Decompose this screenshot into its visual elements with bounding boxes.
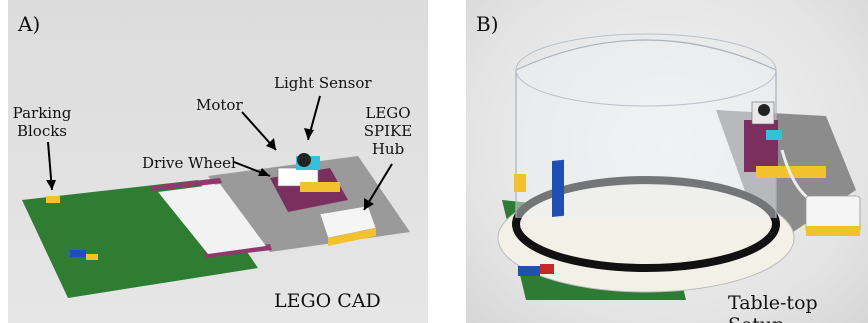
lego-cad-render	[22, 95, 410, 298]
parking-block-yellow-2	[86, 254, 98, 260]
parking-block-yellow	[46, 196, 60, 203]
hub-annotation-line2: SPIKE	[363, 122, 413, 140]
drive-wheel	[297, 153, 311, 167]
parking-block-blue	[70, 250, 86, 257]
motor-arrowhead	[266, 138, 276, 150]
hub-annotation-line3: Hub	[371, 140, 405, 158]
photo-red-brick	[540, 264, 554, 274]
blue-marker	[552, 159, 564, 217]
light-sensor-arrowhead	[304, 128, 314, 140]
motor-annotation: Motor	[196, 96, 243, 114]
black-ring-track	[512, 176, 780, 272]
light-sensor-annotation: Light Sensor	[274, 74, 372, 92]
panel-a-lego-cad: A) Parking Blocks Motor Light Sensor LEG…	[8, 0, 428, 323]
hub-annotation-line1: LEGO	[365, 104, 411, 122]
track-top	[150, 178, 222, 191]
photo-sensor	[766, 130, 782, 140]
panel-a-label: A)	[18, 12, 41, 36]
robot-yellow-frame	[300, 182, 340, 192]
track-gap	[158, 184, 266, 254]
panel-a-caption: LEGO CAD	[274, 290, 381, 312]
spike-hub-side	[328, 228, 376, 246]
drive-wheel-annotation: Drive Wheel	[142, 154, 236, 172]
photo-yellow-brick	[514, 174, 526, 192]
photo-wheel	[758, 104, 770, 116]
hub-annotation: LEGO SPIKE Hub	[360, 104, 416, 158]
photo-hub-base	[806, 226, 860, 236]
parking-blocks-annotation: Parking Blocks	[12, 104, 72, 140]
parking-arrowhead	[46, 180, 56, 190]
panel-b-tabletop-setup: B) Table-top Setup	[466, 0, 868, 323]
photo-robot-body	[744, 120, 778, 172]
drive-wheel-arrowhead	[258, 168, 270, 176]
cylinder-rim	[515, 33, 777, 107]
parking-annotation-line1: Parking	[12, 104, 72, 122]
panel-b-label: B)	[476, 12, 499, 36]
photo-blue-brick	[518, 266, 540, 276]
panel-b-caption: Table-top Setup	[728, 292, 818, 323]
hub-arrowhead	[364, 198, 374, 210]
acrylic-cylinder	[515, 39, 777, 218]
tabletop-photo	[497, 33, 861, 300]
parking-annotation-line2: Blocks	[16, 122, 68, 140]
